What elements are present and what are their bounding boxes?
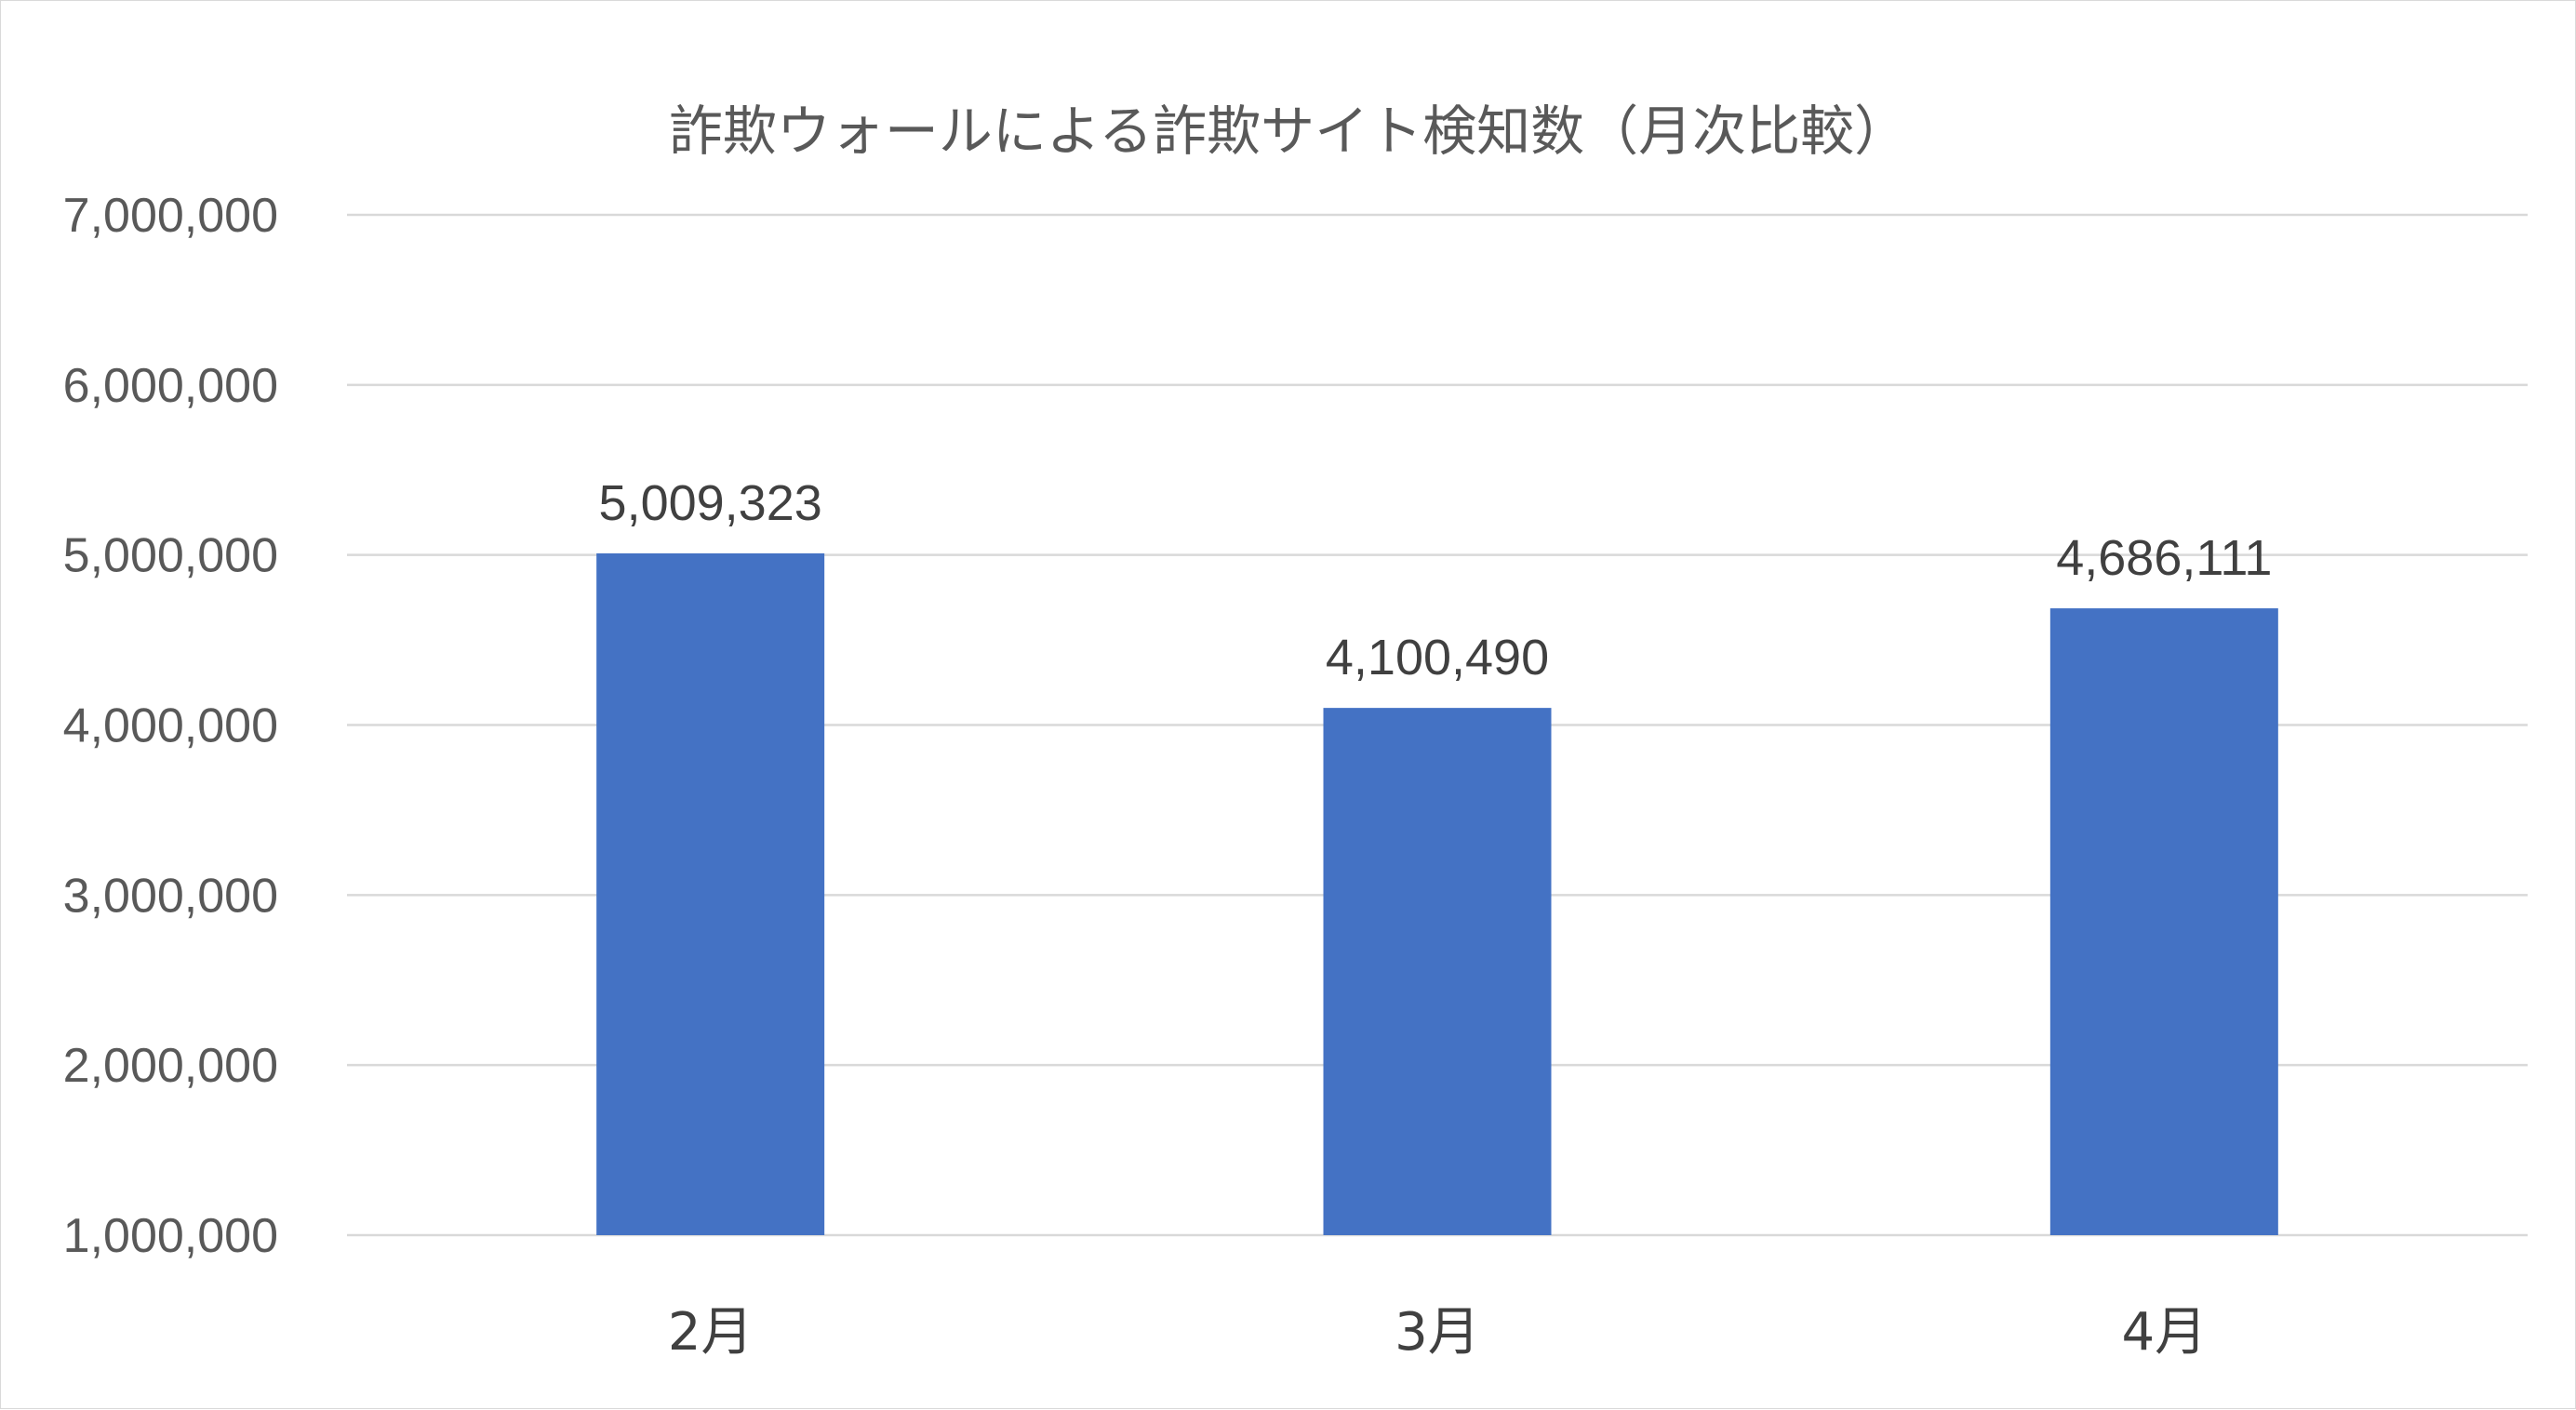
chart-title: 詐欺ウォールによる詐欺サイト検知数（月次比較） xyxy=(669,100,1908,163)
y-tick-label: 4,000,000 xyxy=(63,699,278,753)
y-tick-label: 6,000,000 xyxy=(63,359,278,413)
bars xyxy=(596,552,2278,1235)
bar xyxy=(596,552,825,1235)
bar xyxy=(2049,608,2278,1235)
y-tick-label: 7,000,000 xyxy=(63,189,278,243)
bar xyxy=(1323,708,1552,1235)
y-tick-label: 2,000,000 xyxy=(63,1039,278,1093)
data-label: 4,100,490 xyxy=(1326,630,1549,685)
data-labels: 5,009,323 4,100,490 4,686,111 xyxy=(599,475,2273,685)
y-axis-tick-labels: 1,000,000 2,000,000 3,000,000 4,000,000 5,00… xyxy=(63,189,278,1263)
y-tick-label: 5,000,000 xyxy=(63,529,278,583)
x-tick-label: 4月 xyxy=(2122,1302,2208,1363)
data-label: 5,009,323 xyxy=(599,475,822,531)
x-tick-label: 2月 xyxy=(668,1302,754,1363)
x-axis-tick-labels: 2月 3月 4月 xyxy=(668,1302,2207,1363)
y-tick-label: 3,000,000 xyxy=(63,869,278,923)
y-tick-label: 1,000,000 xyxy=(63,1209,278,1263)
x-tick-label: 3月 xyxy=(1395,1302,1480,1363)
data-label: 4,686,111 xyxy=(2056,530,2272,586)
